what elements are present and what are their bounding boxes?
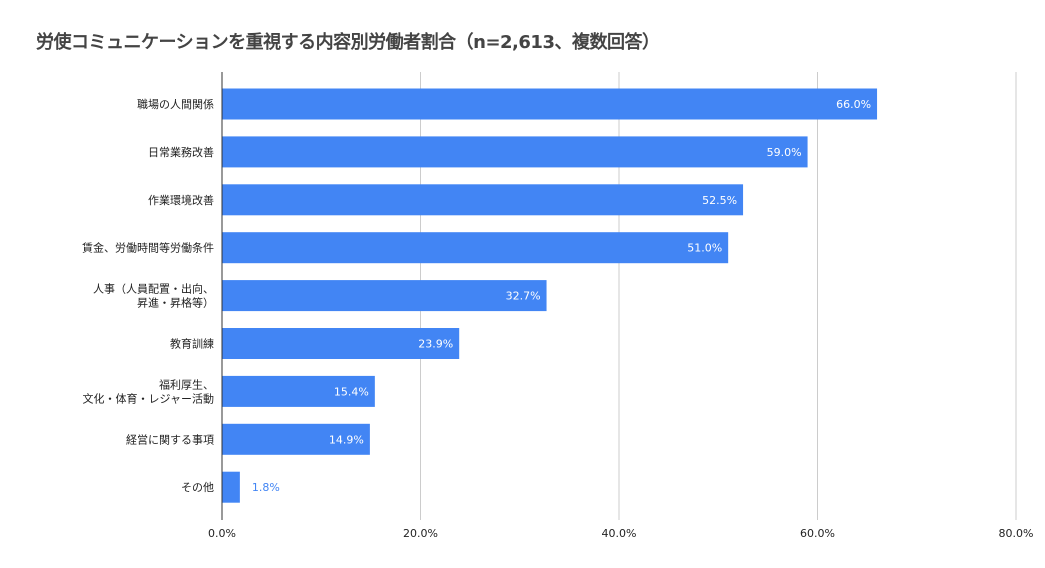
- category-label: 文化・体育・レジャー活動: [83, 391, 214, 405]
- data-label: 32.7%: [506, 290, 541, 303]
- bar: [222, 184, 744, 216]
- bar: [222, 375, 375, 407]
- bar: [222, 136, 808, 168]
- data-label: 52.5%: [702, 194, 737, 207]
- x-tick-label: 40.0%: [602, 527, 637, 540]
- data-label: 23.9%: [418, 338, 453, 351]
- chart-title: 労使コミュニケーションを重視する内容別労働者割合（n=2,613、複数回答）: [36, 32, 660, 53]
- bar: [222, 88, 878, 120]
- bar: [222, 328, 460, 359]
- category-label: 教育訓練: [170, 337, 214, 351]
- data-label: 15.4%: [334, 385, 369, 398]
- category-label: 日常業務改善: [148, 145, 214, 159]
- category-label: 福利厚生、: [159, 377, 214, 391]
- category-label: 経営に関する事項: [126, 432, 214, 446]
- category-label: 職場の人間関係: [137, 98, 214, 111]
- category-label: 昇進・昇格等）: [137, 296, 214, 310]
- data-label: 1.8%: [252, 481, 280, 494]
- x-tick-label: 0.0%: [208, 527, 236, 540]
- x-tick-label: 20.0%: [403, 527, 438, 540]
- bar: [222, 423, 370, 455]
- category-label: 賃金、労働時間等労働条件: [82, 241, 214, 255]
- category-label: 人事（人員配置・出向、: [93, 282, 214, 296]
- data-label: 59.0%: [767, 146, 802, 159]
- bar: [222, 280, 547, 312]
- bar: [222, 471, 240, 503]
- data-label: 14.9%: [329, 433, 364, 446]
- data-label: 66.0%: [836, 98, 871, 111]
- bar: [222, 232, 729, 264]
- x-tick-label: 60.0%: [800, 527, 835, 540]
- data-label: 51.0%: [687, 242, 722, 255]
- category-label: 作業環境改善: [148, 193, 214, 207]
- category-label: その他: [181, 481, 214, 494]
- x-tick-label: 80.0%: [999, 527, 1034, 540]
